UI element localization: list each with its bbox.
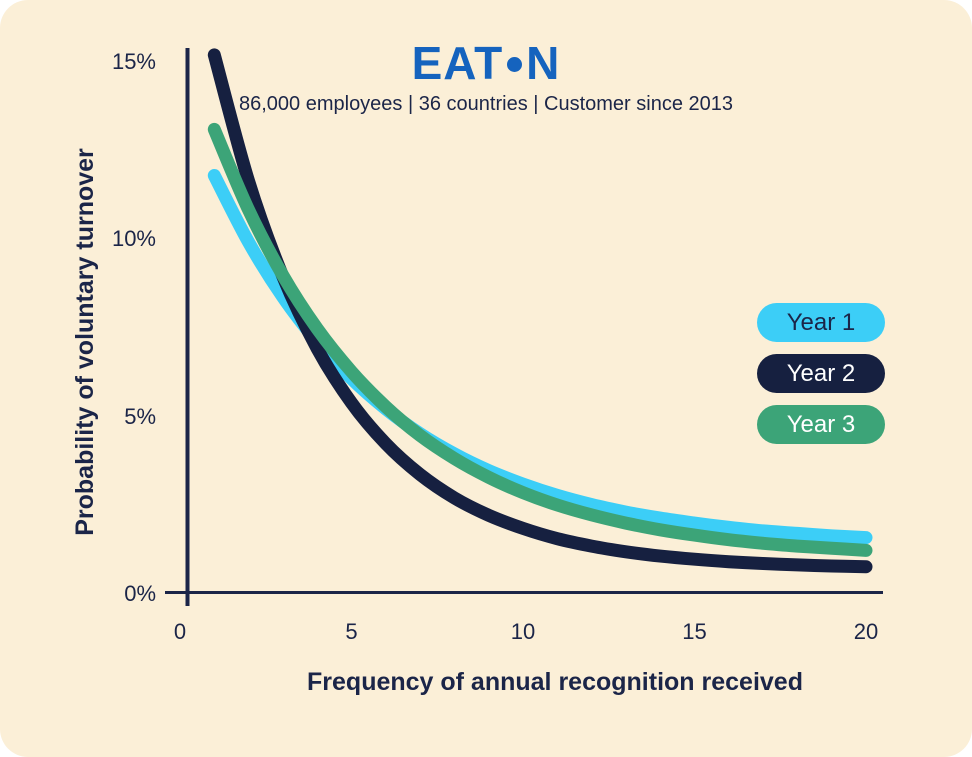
x-tick-0: 0 <box>173 619 187 644</box>
y-tick-15%: 15% <box>111 48 156 74</box>
legend-pill-year-1: Year 1 <box>757 303 885 342</box>
logo-dot-icon <box>507 57 523 73</box>
eaton-logo: EAT N <box>0 38 972 88</box>
logo-text-left: EAT <box>411 37 504 89</box>
x-tick-10: 10 <box>510 619 536 644</box>
x-tick-15: 15 <box>682 619 707 644</box>
y-tick-0%: 0% <box>124 581 156 606</box>
legend-pill-year-2: Year 2 <box>757 354 885 393</box>
curve-year-2 <box>207 48 873 574</box>
chart-legend: Year 1 Year 2 Year 3 <box>757 303 885 444</box>
y-tick-5%: 5% <box>124 403 156 429</box>
curve-year-3 <box>207 122 873 557</box>
y-tick-10%: 10% <box>111 226 156 252</box>
x-tick-5: 5 <box>345 619 358 644</box>
x-axis-title: Frequency of annual recognition received <box>307 668 803 696</box>
legend-pill-year-3: Year 3 <box>757 405 885 444</box>
customer-stats-subtitle: 86,000 employees | 36 countries | Custom… <box>238 93 733 115</box>
logo-text-right: N <box>526 37 561 89</box>
x-tick-20: 20 <box>853 619 879 644</box>
